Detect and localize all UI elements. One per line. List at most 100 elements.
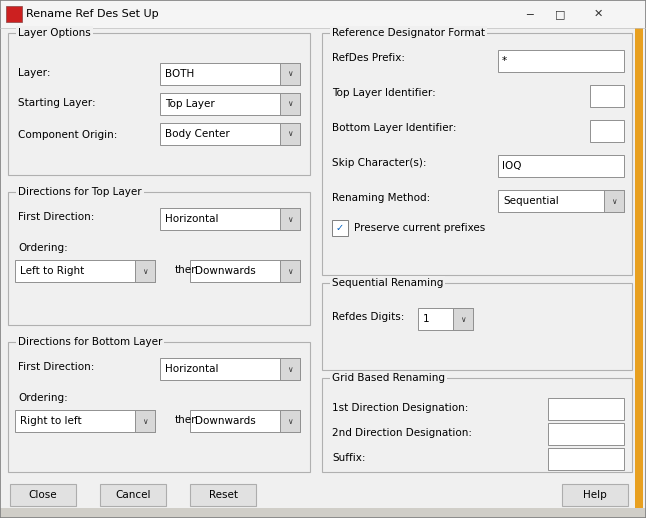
Text: ∨: ∨ <box>460 314 466 324</box>
FancyBboxPatch shape <box>332 220 348 236</box>
Text: Directions for Top Layer: Directions for Top Layer <box>18 187 141 197</box>
Text: ∨: ∨ <box>287 266 293 276</box>
Text: 2nd Direction Designation:: 2nd Direction Designation: <box>332 428 472 438</box>
FancyBboxPatch shape <box>590 85 624 107</box>
Text: Top Layer Identifier:: Top Layer Identifier: <box>332 88 436 98</box>
FancyBboxPatch shape <box>100 484 166 506</box>
Text: ∨: ∨ <box>287 365 293 373</box>
Text: Sequential: Sequential <box>503 196 559 206</box>
Text: ✕: ✕ <box>593 9 603 19</box>
FancyBboxPatch shape <box>15 260 155 282</box>
Text: Grid Based Renaming: Grid Based Renaming <box>332 373 445 383</box>
Text: ∨: ∨ <box>287 214 293 223</box>
Text: Reference Designator Format: Reference Designator Format <box>332 28 485 38</box>
FancyBboxPatch shape <box>160 123 300 145</box>
FancyBboxPatch shape <box>160 358 300 380</box>
FancyBboxPatch shape <box>548 398 624 420</box>
FancyBboxPatch shape <box>135 260 155 282</box>
Text: ∨: ∨ <box>287 416 293 425</box>
FancyBboxPatch shape <box>190 484 256 506</box>
FancyBboxPatch shape <box>160 63 300 85</box>
Text: Component Origin:: Component Origin: <box>18 130 118 140</box>
Text: 1: 1 <box>423 314 430 324</box>
Text: Starting Layer:: Starting Layer: <box>18 98 96 108</box>
FancyBboxPatch shape <box>562 484 628 506</box>
FancyBboxPatch shape <box>498 190 624 212</box>
FancyBboxPatch shape <box>280 260 300 282</box>
Text: Ordering:: Ordering: <box>18 243 68 253</box>
FancyBboxPatch shape <box>190 260 300 282</box>
Text: Skip Character(s):: Skip Character(s): <box>332 158 426 168</box>
FancyBboxPatch shape <box>635 28 643 516</box>
Text: Body Center: Body Center <box>165 129 230 139</box>
FancyBboxPatch shape <box>498 155 624 177</box>
Text: *: * <box>502 56 507 66</box>
FancyBboxPatch shape <box>548 423 624 445</box>
FancyBboxPatch shape <box>160 93 300 115</box>
Text: Close: Close <box>28 490 57 500</box>
Text: Downwards: Downwards <box>195 266 256 276</box>
FancyBboxPatch shape <box>280 208 300 230</box>
FancyBboxPatch shape <box>280 358 300 380</box>
FancyBboxPatch shape <box>322 33 632 275</box>
FancyBboxPatch shape <box>604 190 624 212</box>
Text: Renaming Method:: Renaming Method: <box>332 193 430 203</box>
FancyBboxPatch shape <box>453 308 473 330</box>
Text: □: □ <box>555 9 565 19</box>
Text: IOQ: IOQ <box>502 161 521 171</box>
Text: then: then <box>175 415 199 425</box>
FancyBboxPatch shape <box>280 410 300 432</box>
Text: Reset: Reset <box>209 490 238 500</box>
Text: ∨: ∨ <box>142 416 148 425</box>
FancyBboxPatch shape <box>280 123 300 145</box>
Text: Bottom Layer Identifier:: Bottom Layer Identifier: <box>332 123 457 133</box>
FancyBboxPatch shape <box>548 448 624 470</box>
FancyBboxPatch shape <box>0 0 646 28</box>
Text: RefDes Prefix:: RefDes Prefix: <box>332 53 405 63</box>
Text: Directions for Bottom Layer: Directions for Bottom Layer <box>18 337 162 347</box>
FancyBboxPatch shape <box>280 63 300 85</box>
Text: Downwards: Downwards <box>195 416 256 426</box>
Text: Refdes Digits:: Refdes Digits: <box>332 312 404 322</box>
Text: ∨: ∨ <box>142 266 148 276</box>
Text: First Direction:: First Direction: <box>18 212 94 222</box>
Text: ∨: ∨ <box>287 130 293 138</box>
FancyBboxPatch shape <box>418 308 473 330</box>
Text: BOTH: BOTH <box>165 69 194 79</box>
Text: Right to left: Right to left <box>20 416 81 426</box>
FancyBboxPatch shape <box>8 342 310 472</box>
Text: Rename Ref Des Set Up: Rename Ref Des Set Up <box>26 9 159 19</box>
Text: Suffix:: Suffix: <box>332 453 366 463</box>
Text: Ordering:: Ordering: <box>18 393 68 403</box>
FancyBboxPatch shape <box>8 33 310 175</box>
FancyBboxPatch shape <box>0 508 646 518</box>
FancyBboxPatch shape <box>280 93 300 115</box>
Text: Top Layer: Top Layer <box>165 99 214 109</box>
Text: Horizontal: Horizontal <box>165 214 218 224</box>
Text: ∨: ∨ <box>287 69 293 79</box>
Text: Left to Right: Left to Right <box>20 266 84 276</box>
Text: Horizontal: Horizontal <box>165 364 218 374</box>
Text: First Direction:: First Direction: <box>18 362 94 372</box>
FancyBboxPatch shape <box>6 6 22 22</box>
FancyBboxPatch shape <box>10 484 76 506</box>
Text: ∨: ∨ <box>287 99 293 108</box>
FancyBboxPatch shape <box>8 192 310 325</box>
Text: ─: ─ <box>526 9 534 19</box>
Text: then: then <box>175 265 199 275</box>
Text: Layer:: Layer: <box>18 68 50 78</box>
FancyBboxPatch shape <box>590 120 624 142</box>
FancyBboxPatch shape <box>135 410 155 432</box>
FancyBboxPatch shape <box>322 378 632 472</box>
Text: Help: Help <box>583 490 607 500</box>
Text: Sequential Renaming: Sequential Renaming <box>332 278 443 288</box>
Text: 1st Direction Designation:: 1st Direction Designation: <box>332 403 468 413</box>
Text: Layer Options: Layer Options <box>18 28 90 38</box>
FancyBboxPatch shape <box>15 410 155 432</box>
Text: ✓: ✓ <box>336 223 344 233</box>
FancyBboxPatch shape <box>190 410 300 432</box>
Text: Preserve current prefixes: Preserve current prefixes <box>354 223 485 233</box>
FancyBboxPatch shape <box>322 283 632 370</box>
Text: ∨: ∨ <box>611 196 617 206</box>
FancyBboxPatch shape <box>498 50 624 72</box>
